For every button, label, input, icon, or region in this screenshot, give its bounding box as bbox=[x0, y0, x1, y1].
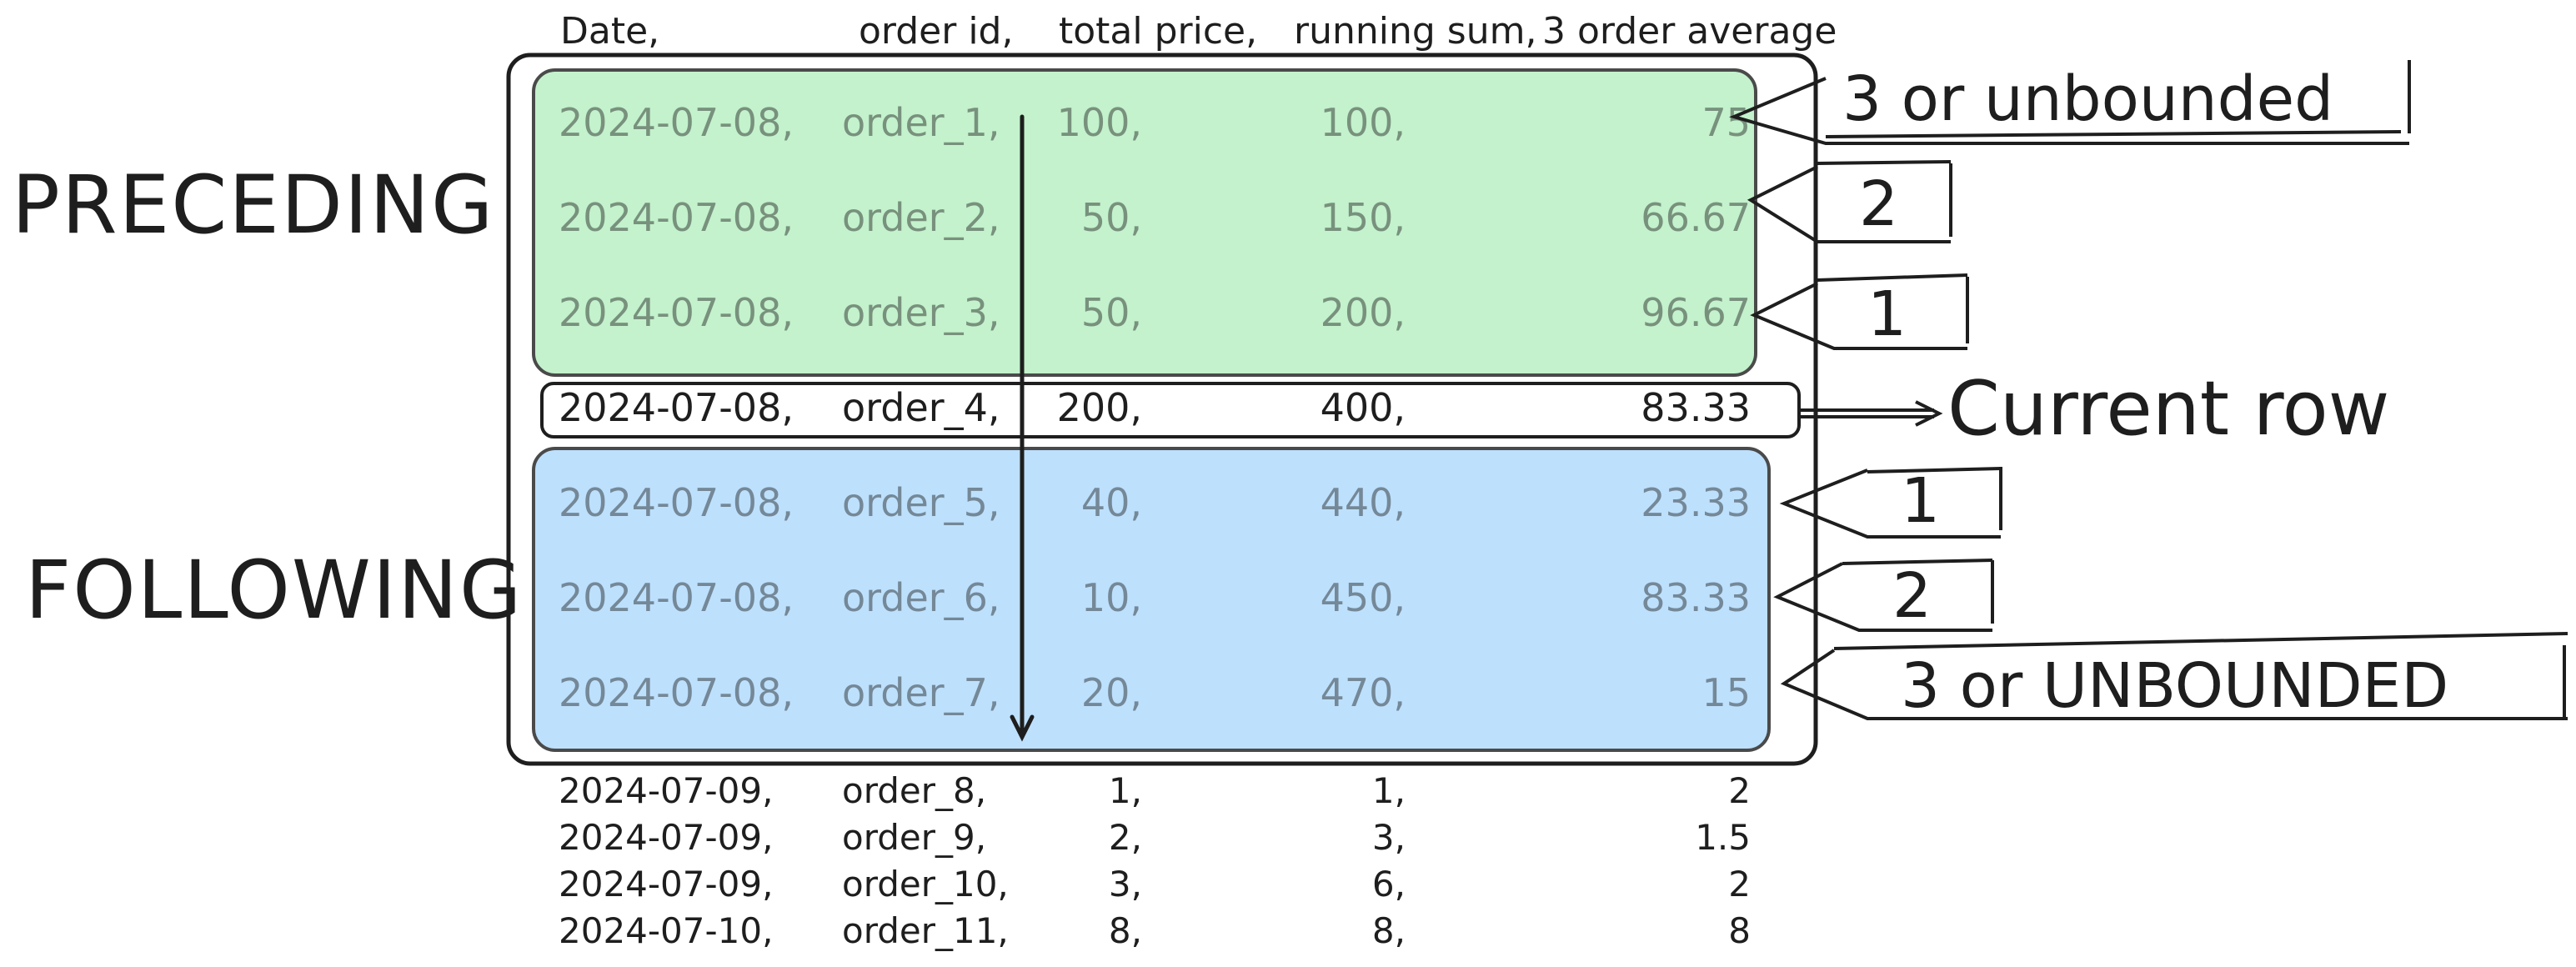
row-order-cell: order_11, bbox=[842, 910, 1009, 951]
row-date-cell: 2024-07-08, bbox=[559, 290, 794, 335]
row-avg-cell: 2 bbox=[1728, 864, 1751, 904]
row-order-cell: order_1, bbox=[842, 100, 1000, 145]
row-avg-cell: 66.67 bbox=[1641, 195, 1751, 240]
row-avg-cell: 75 bbox=[1701, 100, 1751, 145]
row-price-cell: 8, bbox=[1108, 910, 1142, 951]
header-total-price: total price, bbox=[1059, 10, 1258, 53]
preceding-label: PRECEDING bbox=[12, 158, 495, 252]
row-sum-cell: 200, bbox=[1320, 290, 1406, 335]
preceding-offset-1-label: 1 bbox=[1867, 278, 1907, 350]
row-avg-cell: 2 bbox=[1728, 770, 1751, 811]
row-date-cell: 2024-07-08, bbox=[559, 100, 794, 145]
row-sum-cell: 470, bbox=[1320, 670, 1406, 715]
row-order-cell: order_5, bbox=[842, 480, 1000, 525]
row-order-cell: order_6, bbox=[842, 575, 1000, 620]
row-avg-cell: 15 bbox=[1701, 670, 1751, 715]
row-date-cell: 2024-07-08, bbox=[559, 195, 794, 240]
row-order-cell: order_10, bbox=[842, 864, 1009, 904]
row-avg-cell: 23.33 bbox=[1641, 480, 1751, 525]
row-order-cell: order_4, bbox=[842, 385, 1000, 430]
header-running-sum: running sum, bbox=[1294, 10, 1537, 53]
row-sum-cell: 8, bbox=[1371, 910, 1406, 951]
row-date-cell: 2024-07-08, bbox=[559, 575, 794, 620]
row-price-cell: 100, bbox=[1056, 100, 1142, 145]
row-date-cell: 2024-07-08, bbox=[559, 670, 794, 715]
row-sum-cell: 1, bbox=[1371, 770, 1406, 811]
row-order-cell: order_2, bbox=[842, 195, 1000, 240]
row-avg-cell: 8 bbox=[1728, 910, 1751, 951]
following-label: FOLLOWING bbox=[25, 544, 524, 637]
header-3-order-average: 3 order average bbox=[1542, 10, 1837, 53]
following-offset-2-label: 2 bbox=[1892, 560, 1932, 632]
row-price-cell: 2, bbox=[1108, 817, 1142, 858]
row-date-cell: 2024-07-09, bbox=[559, 770, 774, 811]
preceding-box bbox=[532, 68, 1757, 377]
row-price-cell: 10, bbox=[1080, 575, 1142, 620]
row-sum-cell: 100, bbox=[1320, 100, 1406, 145]
row-sum-cell: 150, bbox=[1320, 195, 1406, 240]
offset-bracket-following-2 bbox=[1773, 559, 1994, 632]
row-avg-cell: 1.5 bbox=[1695, 817, 1751, 858]
row-price-cell: 50, bbox=[1080, 290, 1142, 335]
current-row-label: Current row bbox=[1947, 365, 2390, 453]
following-offset-3-label: 3 or UNBOUNDED bbox=[1901, 650, 2449, 722]
row-date-cell: 2024-07-08, bbox=[559, 480, 794, 525]
row-order-cell: order_7, bbox=[842, 670, 1000, 715]
preceding-offset-3-label: 3 or unbounded bbox=[1842, 63, 2334, 135]
row-price-cell: 50, bbox=[1080, 195, 1142, 240]
offset-bracket-preceding-3 bbox=[1729, 60, 2411, 145]
following-box bbox=[532, 447, 1771, 752]
header-date: Date, bbox=[560, 10, 660, 53]
row-price-cell: 40, bbox=[1080, 480, 1142, 525]
current-row-arrow bbox=[1799, 400, 1943, 427]
row-date-cell: 2024-07-09, bbox=[559, 817, 774, 858]
row-avg-cell: 83.33 bbox=[1641, 385, 1751, 430]
row-price-cell: 1, bbox=[1108, 770, 1142, 811]
row-date-cell: 2024-07-09, bbox=[559, 864, 774, 904]
row-sum-cell: 3, bbox=[1371, 817, 1406, 858]
row-sum-cell: 450, bbox=[1320, 575, 1406, 620]
row-date-cell: 2024-07-10, bbox=[559, 910, 774, 951]
preceding-offset-2-label: 2 bbox=[1859, 168, 1899, 240]
row-price-cell: 200, bbox=[1056, 385, 1142, 430]
row-date-cell: 2024-07-08, bbox=[559, 385, 794, 430]
following-offset-1-label: 1 bbox=[1901, 465, 1941, 537]
row-order-cell: order_3, bbox=[842, 290, 1000, 335]
row-price-cell: 3, bbox=[1108, 864, 1142, 904]
row-avg-cell: 96.67 bbox=[1641, 290, 1751, 335]
row-order-cell: order_8, bbox=[842, 770, 987, 811]
row-sum-cell: 400, bbox=[1320, 385, 1406, 430]
row-sum-cell: 6, bbox=[1371, 864, 1406, 904]
down-arrow bbox=[1010, 114, 1035, 742]
header-order-id: order id, bbox=[859, 10, 1014, 53]
offset-bracket-preceding-1 bbox=[1750, 273, 1969, 350]
offset-bracket-preceding-2 bbox=[1747, 160, 1952, 243]
offset-bracket-following-3 bbox=[1780, 632, 2568, 720]
row-avg-cell: 83.33 bbox=[1641, 575, 1751, 620]
row-order-cell: order_9, bbox=[842, 817, 987, 858]
row-sum-cell: 440, bbox=[1320, 480, 1406, 525]
row-price-cell: 20, bbox=[1080, 670, 1142, 715]
offset-bracket-following-1 bbox=[1779, 467, 2002, 539]
